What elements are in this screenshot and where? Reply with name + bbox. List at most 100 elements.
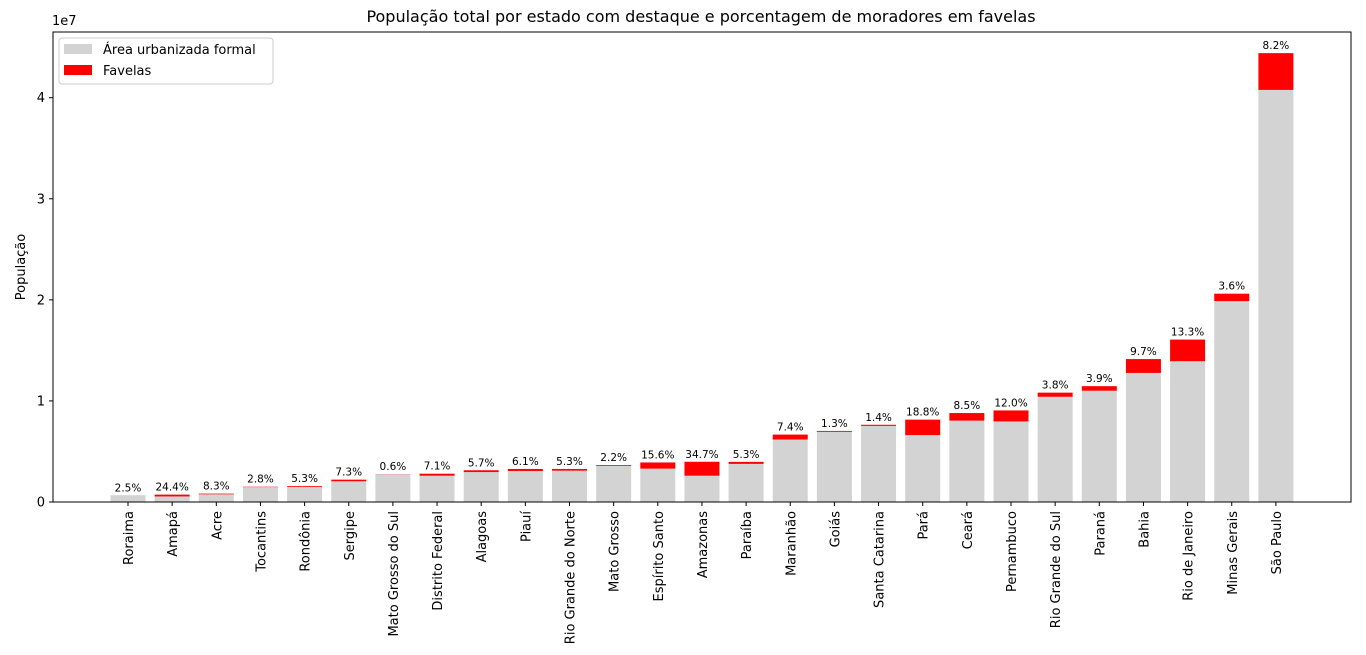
bar-formal (242, 487, 278, 502)
bar-favela (640, 462, 676, 469)
bar-formal (596, 465, 632, 502)
bar-formal (684, 475, 720, 502)
bar-percent-label: 1.3% (821, 418, 848, 430)
bar-formal (1214, 301, 1250, 502)
x-tick-label: Rondônia (299, 511, 314, 572)
bar-favela (1258, 53, 1294, 90)
bar-favela (905, 419, 941, 436)
legend: Área urbanizada formal Favelas (58, 37, 274, 85)
bar-percent-label: 6.1% (512, 456, 539, 468)
bar-favela (861, 424, 897, 426)
x-tick-label: Pará (917, 511, 932, 540)
bar-percent-label: 0.6% (380, 461, 407, 473)
bar-favela (154, 494, 190, 497)
bar-favela (993, 410, 1029, 422)
bar-percent-label: 8.3% (203, 481, 230, 493)
bar-favela (198, 493, 234, 495)
bar-percent-label: 24.4% (155, 482, 188, 494)
y-axis-ticks: 0 1 2 3 4 (37, 91, 53, 511)
bar-formal (993, 421, 1029, 502)
bar-favela (728, 461, 764, 464)
bar-percent-label: 15.6% (641, 449, 674, 461)
bar-favela (419, 473, 455, 476)
bar-formal (198, 494, 234, 502)
bar-formal (110, 495, 146, 502)
y-tick-label: 4 (37, 91, 45, 106)
x-tick-label: Roraima (122, 511, 137, 565)
x-tick-label: Mato Grosso do Sul (387, 511, 402, 637)
bar-percent-label: 8.5% (954, 400, 981, 412)
bar-favela (331, 479, 367, 482)
bars-group (110, 53, 1294, 502)
bar-percent-label: 13.3% (1171, 327, 1204, 339)
bar-formal (861, 425, 897, 502)
bar-percent-label: 5.7% (468, 457, 495, 469)
bar-formal (507, 470, 543, 502)
bar-percent-label: 3.9% (1086, 373, 1113, 385)
bar-formal (375, 474, 411, 502)
bar-percent-label: 5.3% (291, 473, 318, 485)
x-tick-label: Piauí (519, 511, 534, 542)
bar-favela (507, 468, 543, 471)
x-tick-label: Mato Grosso (608, 511, 623, 592)
bar-percent-label: 12.0% (994, 397, 1027, 409)
x-tick-label: Santa Catarina (873, 511, 888, 608)
bar-favela (463, 470, 499, 473)
x-tick-label: Espírito Santo (652, 511, 667, 602)
bar-percent-label: 5.3% (733, 449, 760, 461)
bar-formal (949, 420, 985, 502)
bar-formal (640, 468, 676, 502)
bar-percent-label: 2.5% (115, 483, 142, 495)
bar-percent-label: 34.7% (685, 449, 718, 461)
x-tick-label: Paraná (1093, 511, 1108, 556)
bar-formal (905, 435, 941, 502)
x-tick-label: Bahia (1137, 511, 1152, 548)
x-tick-label: Acre (210, 511, 225, 540)
x-tick-label: Paraíba (740, 511, 755, 559)
bar-favela (1037, 392, 1073, 397)
bar-percent-label: 8.2% (1263, 40, 1290, 52)
bar-percent-label: 3.6% (1218, 281, 1245, 293)
bar-percent-label: 9.7% (1130, 346, 1157, 358)
bar-favela (596, 465, 632, 466)
chart-title: População total por estado com destaque … (366, 7, 1035, 26)
bar-formal (287, 486, 323, 502)
x-tick-label: Tocantins (254, 511, 269, 573)
x-tick-label: Distrito Federal (431, 511, 446, 611)
bar-formal (728, 463, 764, 502)
bar-formal (1125, 372, 1161, 502)
y-tick-label: 0 (37, 496, 45, 511)
y-axis-multiplier: 1e7 (52, 14, 77, 29)
bar-formal (552, 470, 587, 502)
x-tick-label: Amazonas (696, 511, 711, 579)
bar-formal (1081, 390, 1117, 502)
bar-favela (684, 461, 720, 476)
bar-favela (949, 413, 985, 421)
bar-percent-label: 7.1% (424, 461, 451, 473)
y-tick-label: 1 (37, 394, 45, 409)
x-tick-label: Minas Gerais (1226, 511, 1241, 595)
legend-label-formal: Área urbanizada formal (103, 42, 256, 58)
bar-percent-label: 7.3% (335, 467, 362, 479)
legend-box (58, 37, 274, 85)
bar-favela (1081, 386, 1117, 391)
bar-formal (463, 472, 499, 502)
bar-percent-label: 7.4% (777, 422, 804, 434)
bar-formal (816, 431, 852, 502)
bar-favela (816, 430, 852, 432)
bar-formal (419, 475, 455, 502)
x-tick-label: Alagoas (475, 511, 490, 563)
x-tick-label: Ceará (961, 511, 976, 549)
y-tick-label: 3 (37, 192, 45, 207)
legend-swatch-favelas (64, 65, 92, 75)
x-axis-ticks: Roraima Amapá Acre Tocantins Rondônia Sergipe… (122, 502, 1285, 644)
bar-labels-group: 2.5% 24.4% 8.3% 2.8% 5.3% 7.3% 0.6% 7.1% 5.7% 6.1… (115, 40, 1290, 494)
y-axis-label: População (14, 234, 29, 301)
x-tick-label: Rio Grande do Sul (1049, 511, 1064, 628)
bar-formal (772, 439, 808, 502)
bar-formal (154, 496, 190, 502)
x-tick-label: Rio de Janeiro (1182, 511, 1197, 601)
bar-percent-label: 1.4% (865, 412, 892, 424)
